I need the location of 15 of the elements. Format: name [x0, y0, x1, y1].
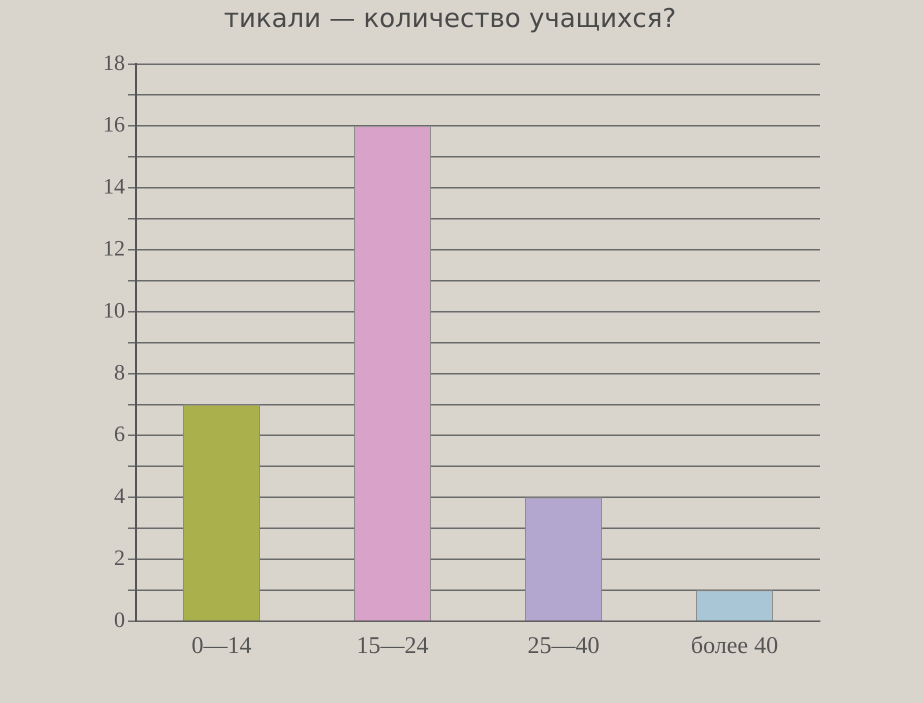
y-tick-label: 18 — [103, 50, 125, 75]
y-tick-label: 16 — [103, 112, 125, 137]
y-tick-label: 8 — [114, 359, 125, 384]
x-tick-label: 25—40 — [528, 632, 600, 659]
x-tick-label: 0—14 — [192, 632, 252, 659]
y-tick-label: 12 — [103, 236, 125, 261]
y-tick-label: 14 — [103, 174, 125, 199]
x-tick-label: 15—24 — [356, 632, 428, 659]
y-tick-label: 4 — [114, 483, 125, 508]
y-tick-label: 0 — [114, 606, 125, 632]
x-tick-label: более 40 — [690, 632, 778, 659]
y-tick-label: 6 — [114, 421, 125, 446]
y-tick-label: 2 — [114, 545, 125, 570]
chart-title: тикали — количество учащихся? — [222, 3, 678, 36]
y-tick-label: 10 — [103, 297, 125, 322]
